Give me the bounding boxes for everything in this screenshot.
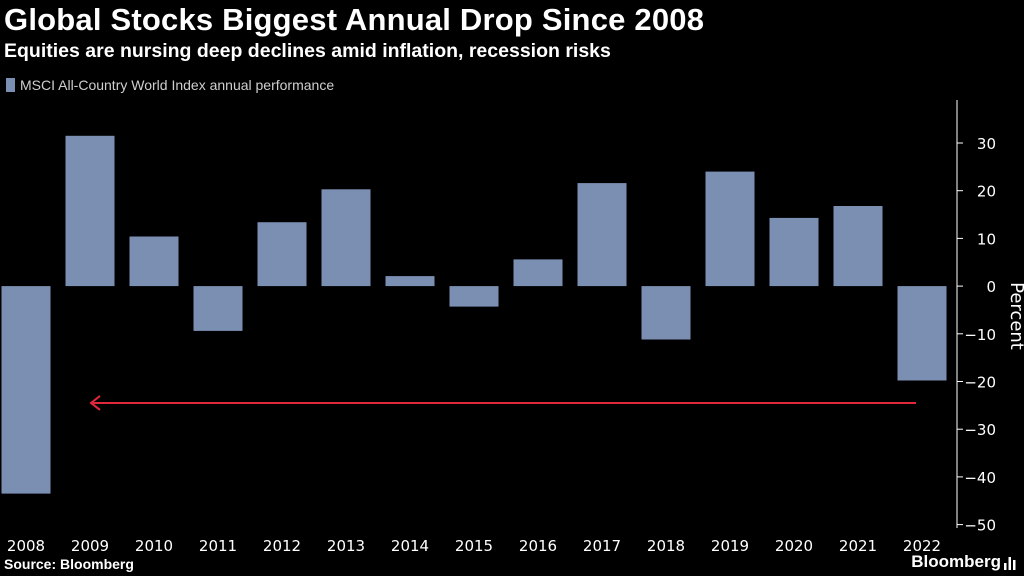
y-tick-label--50: −50 <box>964 517 996 535</box>
y-tick-label-20: 20 <box>977 183 996 201</box>
bloomberg-logo: Bloomberg <box>911 552 1016 572</box>
bar-2014 <box>385 276 435 287</box>
y-tick-label-10: 10 <box>977 230 996 248</box>
bar-2013 <box>321 189 371 287</box>
x-tick-label-2012: 2012 <box>263 537 301 555</box>
y-tick-label--40: −40 <box>964 469 996 487</box>
x-tick-label-2019: 2019 <box>711 537 749 555</box>
legend-label: MSCI All-Country World Index annual perf… <box>20 77 335 93</box>
x-axis-labels: 2008 2009 2010 2011 2012 2013 2014 2015 2016 2017… <box>7 537 941 555</box>
x-tick-label-2014: 2014 <box>391 537 429 555</box>
y-tick-label--10: −10 <box>964 326 996 344</box>
legend: MSCI All-Country World Index annual perf… <box>6 77 334 93</box>
bar-2020 <box>769 217 819 287</box>
legend-swatch <box>6 78 15 92</box>
bar-2016 <box>513 259 563 287</box>
bars-layer <box>1 135 947 494</box>
y-axis: 30 20 10 0 −10 −20 −30 −40 −50 Percent <box>956 100 1024 535</box>
bar-2017 <box>577 183 627 287</box>
x-tick-label-2013: 2013 <box>327 537 365 555</box>
x-tick-label-2018: 2018 <box>647 537 685 555</box>
bar-2021 <box>833 206 883 287</box>
x-tick-label-2021: 2021 <box>839 537 877 555</box>
brand-text: Bloomberg <box>911 552 1001 571</box>
x-tick-label-2015: 2015 <box>455 537 493 555</box>
bloomberg-bars-icon <box>1004 556 1016 570</box>
x-tick-label-2011: 2011 <box>199 537 237 555</box>
y-tick-label--30: −30 <box>964 421 996 439</box>
x-tick-label-2017: 2017 <box>583 537 621 555</box>
y-tick-label--20: −20 <box>964 374 996 392</box>
y-tick-label-30: 30 <box>977 135 996 153</box>
y-tick-label-0: 0 <box>986 278 996 296</box>
y-axis-label: Percent <box>1006 282 1024 350</box>
bar-2018 <box>641 286 691 340</box>
bar-2019 <box>705 171 755 287</box>
x-tick-label-2022: 2022 <box>903 537 941 555</box>
source-note: Source: Bloomberg <box>4 556 134 572</box>
bar-2009 <box>65 135 115 287</box>
x-tick-label-2020: 2020 <box>775 537 813 555</box>
bar-2015 <box>449 286 499 307</box>
x-tick-label-2009: 2009 <box>71 537 109 555</box>
bar-2022 <box>897 286 947 381</box>
bar-2011 <box>193 286 243 331</box>
bar-2008 <box>1 286 51 494</box>
x-tick-label-2008: 2008 <box>7 537 45 555</box>
x-tick-label-2016: 2016 <box>519 537 557 555</box>
annotation-arrow-head <box>89 395 101 411</box>
chart-title: Global Stocks Biggest Annual Drop Since … <box>4 2 705 37</box>
x-tick-label-2010: 2010 <box>135 537 173 555</box>
bar-2012 <box>257 222 307 287</box>
annotation-layer <box>89 395 916 411</box>
bar-2010 <box>129 236 179 287</box>
chart-subtitle: Equities are nursing deep declines amid … <box>4 40 611 62</box>
